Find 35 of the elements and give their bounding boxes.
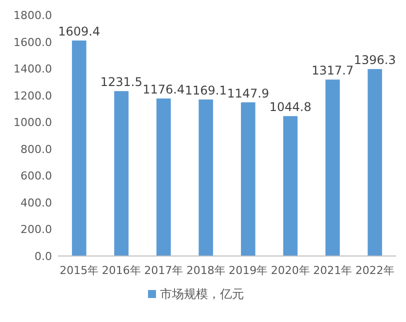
data-label: 1231.5 bbox=[100, 75, 142, 90]
bar bbox=[198, 99, 214, 256]
y-tick-label: 1400.0 bbox=[14, 62, 52, 76]
x-tick-label: 2019年 bbox=[228, 264, 268, 277]
bar bbox=[325, 80, 340, 256]
data-label: 1169.1 bbox=[184, 83, 227, 98]
x-tick-label: 2017年 bbox=[144, 264, 184, 277]
x-tick-label: 2022年 bbox=[355, 264, 394, 277]
y-tick-label: 200.0 bbox=[20, 223, 52, 236]
y-tick-label: 800.0 bbox=[20, 142, 52, 156]
data-label: 1609.4 bbox=[58, 24, 100, 39]
bar bbox=[283, 116, 298, 256]
x-tick-label: 2016年 bbox=[102, 264, 141, 277]
y-tick-label: 400.0 bbox=[20, 196, 52, 210]
y-tick-label: 1600.0 bbox=[14, 36, 52, 49]
bar bbox=[368, 69, 382, 256]
data-label: 1044.8 bbox=[269, 100, 312, 114]
y-tick-label: 1800.0 bbox=[14, 9, 52, 22]
legend-label: 市场规模，亿元 bbox=[160, 287, 244, 301]
y-tick-label: 1200.0 bbox=[14, 89, 52, 102]
y-tick-label: 1000.0 bbox=[14, 116, 52, 130]
data-label: 1176.4 bbox=[142, 82, 185, 96]
x-tick-label: 2018年 bbox=[186, 264, 226, 277]
y-tick-label: 0.0 bbox=[34, 250, 52, 263]
data-label: 1147.9 bbox=[227, 86, 270, 100]
data-label: 1317.7 bbox=[312, 64, 354, 78]
bar bbox=[72, 40, 86, 256]
y-tick-label: 600.0 bbox=[20, 170, 52, 183]
x-tick-label: 2021年 bbox=[313, 264, 352, 277]
data-label: 1396.3 bbox=[354, 53, 396, 68]
bar bbox=[114, 91, 129, 256]
x-tick-label: 2020年 bbox=[270, 264, 310, 277]
x-tick-label: 2015年 bbox=[60, 264, 99, 277]
bar bbox=[240, 102, 256, 256]
bar bbox=[156, 98, 171, 256]
